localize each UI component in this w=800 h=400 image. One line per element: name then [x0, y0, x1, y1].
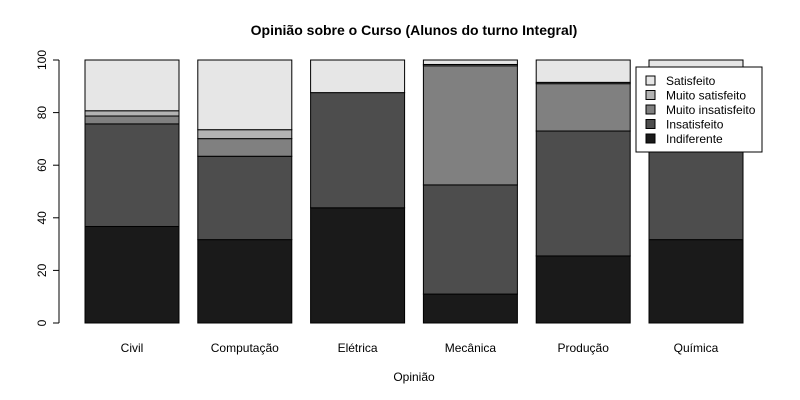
bar-segment-4-1	[536, 131, 630, 256]
bar-segment-4-2	[536, 84, 630, 131]
bar-segment-3-1	[423, 185, 517, 294]
bar-segment-2-0	[311, 208, 405, 323]
x-tick-label: Produção	[558, 341, 610, 355]
y-tick-label: 40	[35, 211, 49, 225]
x-tick-label: Civil	[121, 341, 144, 355]
x-tick-label: Química	[674, 341, 719, 355]
legend-label: Indiferente	[666, 132, 723, 146]
bar-segment-1-3	[198, 130, 292, 139]
bar-segment-1-0	[198, 240, 292, 323]
bar-segment-1-1	[198, 156, 292, 239]
y-tick-label: 100	[35, 50, 49, 70]
bar-segment-0-4	[85, 60, 179, 111]
bar-segment-0-0	[85, 226, 179, 323]
x-tick-label: Elétrica	[338, 341, 378, 355]
bar-segment-4-0	[536, 256, 630, 323]
bar-segment-3-0	[423, 294, 517, 323]
legend-swatch	[646, 105, 655, 114]
y-tick-label: 80	[35, 106, 49, 120]
bar-segment-0-3	[85, 111, 179, 116]
bar-segment-1-4	[198, 60, 292, 130]
bar-segment-3-4	[423, 60, 517, 64]
y-tick-label: 60	[35, 158, 49, 172]
bar-segment-2-4	[311, 60, 405, 93]
x-tick-label: Mecânica	[445, 341, 497, 355]
bar-segment-5-0	[649, 240, 743, 323]
legend-swatch	[646, 120, 655, 129]
bar-segment-0-1	[85, 124, 179, 227]
y-tick-label: 0	[35, 319, 49, 326]
x-axis-title: Opinião	[393, 370, 435, 384]
y-tick-label: 20	[35, 263, 49, 277]
bar-segment-4-4	[536, 60, 630, 82]
x-axis-labels: Civil Computação Elétrica Mecânica Produção Q…	[121, 341, 719, 355]
x-tick-label: Computação	[211, 341, 279, 355]
chart-title: Opinião sobre o Curso (Alunos do turno I…	[251, 22, 578, 38]
legend-label: Satisfeito	[666, 74, 716, 88]
legend-label: Muito insatisfeito	[666, 103, 756, 117]
legend-swatch	[646, 134, 655, 143]
legend-swatch	[646, 76, 655, 85]
legend-label: Muito satisfeito	[666, 89, 746, 103]
bar-segment-3-2	[423, 66, 517, 185]
legend-swatch	[646, 91, 655, 100]
bar-segment-0-2	[85, 116, 179, 124]
bar-segment-1-2	[198, 139, 292, 157]
bar-segment-2-1	[311, 93, 405, 208]
y-axis: 0 20 40 60 80 100	[35, 50, 59, 327]
legend-label: Insatisfeito	[666, 118, 724, 132]
